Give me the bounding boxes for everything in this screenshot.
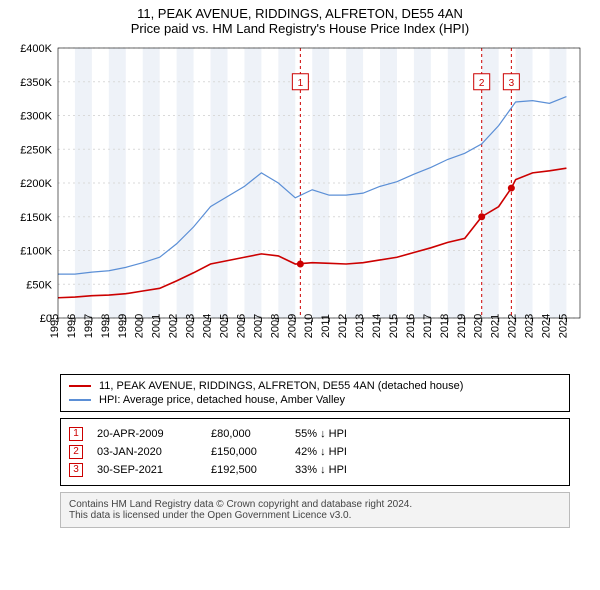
x-tick-label: 2019 (456, 314, 468, 338)
chart-plot-area: £0£50K£100K£150K£200K£250K£300K£350K£400… (0, 38, 600, 368)
x-tick-label: 2025 (557, 314, 569, 338)
chart-event-marker: 2 (479, 78, 485, 89)
chart-event-marker: 1 (298, 78, 304, 89)
x-tick-label: 1997 (83, 314, 95, 338)
x-tick-label: 2018 (439, 314, 451, 338)
legend-swatch (69, 385, 91, 387)
x-tick-label: 2010 (303, 314, 315, 338)
x-tick-label: 2008 (269, 314, 281, 338)
x-tick-label: 1998 (100, 314, 112, 338)
legend-label: HPI: Average price, detached house, Ambe… (99, 394, 345, 406)
event-marker: 2 (69, 445, 83, 459)
x-tick-label: 1996 (66, 314, 78, 338)
x-tick-label: 2001 (151, 314, 163, 338)
y-tick-label: £100K (20, 246, 52, 258)
event-date: 30-SEP-2021 (97, 464, 197, 476)
event-date: 20-APR-2009 (97, 428, 197, 440)
chart-titles: 11, PEAK AVENUE, RIDDINGS, ALFRETON, DE5… (0, 0, 600, 38)
footer-line2: This data is licensed under the Open Gov… (69, 510, 561, 521)
x-tick-label: 2000 (134, 314, 146, 338)
x-tick-label: 1995 (49, 314, 61, 338)
legend-label: 11, PEAK AVENUE, RIDDINGS, ALFRETON, DE5… (99, 380, 463, 392)
chart-svg: £0£50K£100K£150K£200K£250K£300K£350K£400… (0, 38, 600, 368)
legend-row: 11, PEAK AVENUE, RIDDINGS, ALFRETON, DE5… (69, 379, 561, 393)
legend-row: HPI: Average price, detached house, Ambe… (69, 393, 561, 407)
event-diff: 42% ↓ HPI (295, 446, 347, 458)
y-tick-label: £400K (20, 43, 52, 55)
y-tick-label: £150K (20, 212, 52, 224)
x-tick-label: 2013 (354, 314, 366, 338)
event-date: 03-JAN-2020 (97, 446, 197, 458)
events-box: 1 20-APR-2009 £80,000 55% ↓ HPI 2 03-JAN-2020… (60, 418, 570, 486)
x-tick-label: 2006 (235, 314, 247, 338)
event-price: £150,000 (211, 446, 281, 458)
x-tick-label: 2005 (218, 314, 230, 338)
event-price: £192,500 (211, 464, 281, 476)
y-tick-label: £350K (20, 77, 52, 89)
y-tick-label: £200K (20, 178, 52, 190)
legend-swatch (69, 399, 91, 401)
x-tick-label: 2016 (405, 314, 417, 338)
x-tick-label: 1999 (117, 314, 129, 338)
x-tick-label: 2004 (202, 314, 214, 338)
x-tick-label: 2007 (252, 314, 264, 338)
x-tick-label: 2024 (540, 314, 552, 338)
x-tick-label: 2017 (422, 314, 434, 338)
y-tick-label: £50K (26, 279, 52, 291)
title-line1: 11, PEAK AVENUE, RIDDINGS, ALFRETON, DE5… (10, 6, 590, 21)
x-tick-label: 2009 (286, 314, 298, 338)
x-tick-label: 2012 (337, 314, 349, 338)
footer-line1: Contains HM Land Registry data © Crown c… (69, 499, 561, 510)
y-tick-label: £250K (20, 144, 52, 156)
chart-event-marker: 3 (509, 78, 515, 89)
y-tick-label: £300K (20, 111, 52, 123)
event-diff: 33% ↓ HPI (295, 464, 347, 476)
footer-box: Contains HM Land Registry data © Crown c… (60, 492, 570, 528)
x-tick-label: 2015 (388, 314, 400, 338)
x-tick-label: 2002 (168, 314, 180, 338)
event-row: 1 20-APR-2009 £80,000 55% ↓ HPI (69, 425, 561, 443)
x-tick-label: 2021 (490, 314, 502, 338)
x-tick-label: 2014 (371, 314, 383, 338)
legend-box: 11, PEAK AVENUE, RIDDINGS, ALFRETON, DE5… (60, 374, 570, 412)
title-line2: Price paid vs. HM Land Registry's House … (10, 21, 590, 36)
event-diff: 55% ↓ HPI (295, 428, 347, 440)
event-marker: 1 (69, 427, 83, 441)
x-tick-label: 2022 (507, 314, 519, 338)
event-marker: 3 (69, 463, 83, 477)
event-row: 3 30-SEP-2021 £192,500 33% ↓ HPI (69, 461, 561, 479)
x-tick-label: 2023 (524, 314, 536, 338)
event-price: £80,000 (211, 428, 281, 440)
x-tick-label: 2020 (473, 314, 485, 338)
chart-container: 11, PEAK AVENUE, RIDDINGS, ALFRETON, DE5… (0, 0, 600, 528)
event-row: 2 03-JAN-2020 £150,000 42% ↓ HPI (69, 443, 561, 461)
x-tick-label: 2003 (185, 314, 197, 338)
